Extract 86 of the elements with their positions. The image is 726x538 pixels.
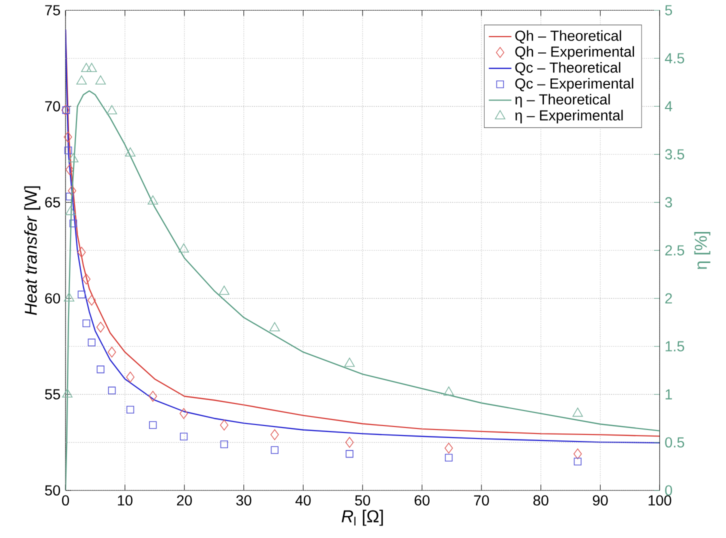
legend-label: Qh – Theoretical — [515, 30, 622, 44]
point — [64, 292, 74, 302]
point — [220, 420, 228, 430]
point — [344, 358, 355, 367]
point — [82, 274, 90, 284]
x-tick-label: 90 — [592, 495, 608, 506]
point — [126, 372, 134, 382]
y2-tick-label: 0.5 — [665, 437, 684, 448]
point — [444, 386, 454, 396]
point — [574, 448, 582, 460]
x-tick-label: 50 — [355, 495, 370, 506]
x-tick-label: 60 — [414, 495, 430, 506]
point — [88, 294, 96, 306]
x-tick-label: 100 — [648, 495, 672, 506]
point — [180, 408, 188, 419]
point — [96, 366, 104, 374]
x-tick-label: 70 — [474, 495, 489, 506]
point — [64, 146, 72, 154]
point — [64, 132, 72, 142]
legend-label: η – Theoretical — [515, 94, 610, 108]
point — [149, 421, 157, 429]
point — [66, 164, 74, 176]
point — [126, 406, 134, 414]
point — [178, 243, 189, 252]
point — [65, 206, 76, 216]
y2-tick-label: 0 — [665, 485, 672, 496]
point — [106, 105, 118, 114]
point — [574, 458, 582, 466]
point — [270, 446, 279, 454]
point — [78, 290, 86, 298]
point — [148, 390, 158, 402]
point — [66, 192, 74, 200]
y-tick-label: 55 — [45, 389, 60, 400]
y-tick-label: 70 — [45, 101, 60, 112]
point — [81, 62, 92, 72]
x-tick-label: 40 — [295, 495, 311, 506]
point — [572, 408, 583, 417]
point — [125, 147, 136, 156]
x-tick-label: 20 — [177, 495, 192, 506]
point — [69, 220, 78, 228]
y2-tick-label: 1 — [666, 389, 672, 400]
y2-tick-label: 3 — [665, 197, 672, 208]
y-tick-label: 75 — [45, 5, 60, 16]
point — [345, 436, 354, 448]
point — [346, 450, 354, 458]
y2-tick-label: 1.5 — [666, 341, 684, 352]
y-axis-title: Heat transfer [W] — [24, 186, 40, 315]
x-tick-label: 0 — [62, 495, 69, 506]
legend-label: Qh – Experimental — [515, 46, 634, 60]
point — [180, 432, 188, 440]
point — [444, 442, 453, 454]
legend-label: Qc – Experimental — [515, 78, 634, 92]
point — [218, 286, 230, 295]
point — [148, 195, 158, 204]
point — [62, 388, 73, 398]
point — [108, 386, 116, 394]
point — [82, 319, 90, 328]
point — [96, 322, 105, 333]
y2-tick-label: 2.5 — [665, 245, 684, 256]
x-tick-label: 80 — [533, 495, 548, 506]
y2-tick-label: 3.5 — [665, 149, 684, 160]
y-tick-label: 60 — [45, 293, 60, 304]
x-tick-label: 30 — [236, 495, 252, 506]
y2-tick-label: 2 — [665, 293, 672, 304]
point — [95, 75, 106, 84]
point — [444, 454, 453, 462]
legend-label: Qc – Theoretical — [515, 62, 620, 76]
point — [77, 246, 86, 258]
point — [269, 322, 280, 332]
point — [88, 338, 96, 346]
x-tick-label: 10 — [118, 495, 132, 506]
y-tick-label: 50 — [45, 485, 60, 496]
point — [270, 429, 279, 440]
point — [86, 62, 97, 72]
y2-tick-label: 5 — [665, 5, 672, 16]
y2-tick-label: 4.5 — [664, 53, 684, 64]
point — [220, 440, 228, 448]
point — [108, 346, 116, 358]
y2-tick-label: 4 — [664, 101, 672, 112]
x-axis-title: R$_{l}$ [Ω] — [342, 510, 383, 526]
y2-axis-title: η [%] — [694, 232, 710, 269]
point — [76, 75, 87, 84]
point — [68, 153, 78, 162]
legend-label: η – Experimental — [515, 110, 623, 124]
point — [68, 185, 76, 196]
y-tick-label: 65 — [45, 197, 60, 208]
